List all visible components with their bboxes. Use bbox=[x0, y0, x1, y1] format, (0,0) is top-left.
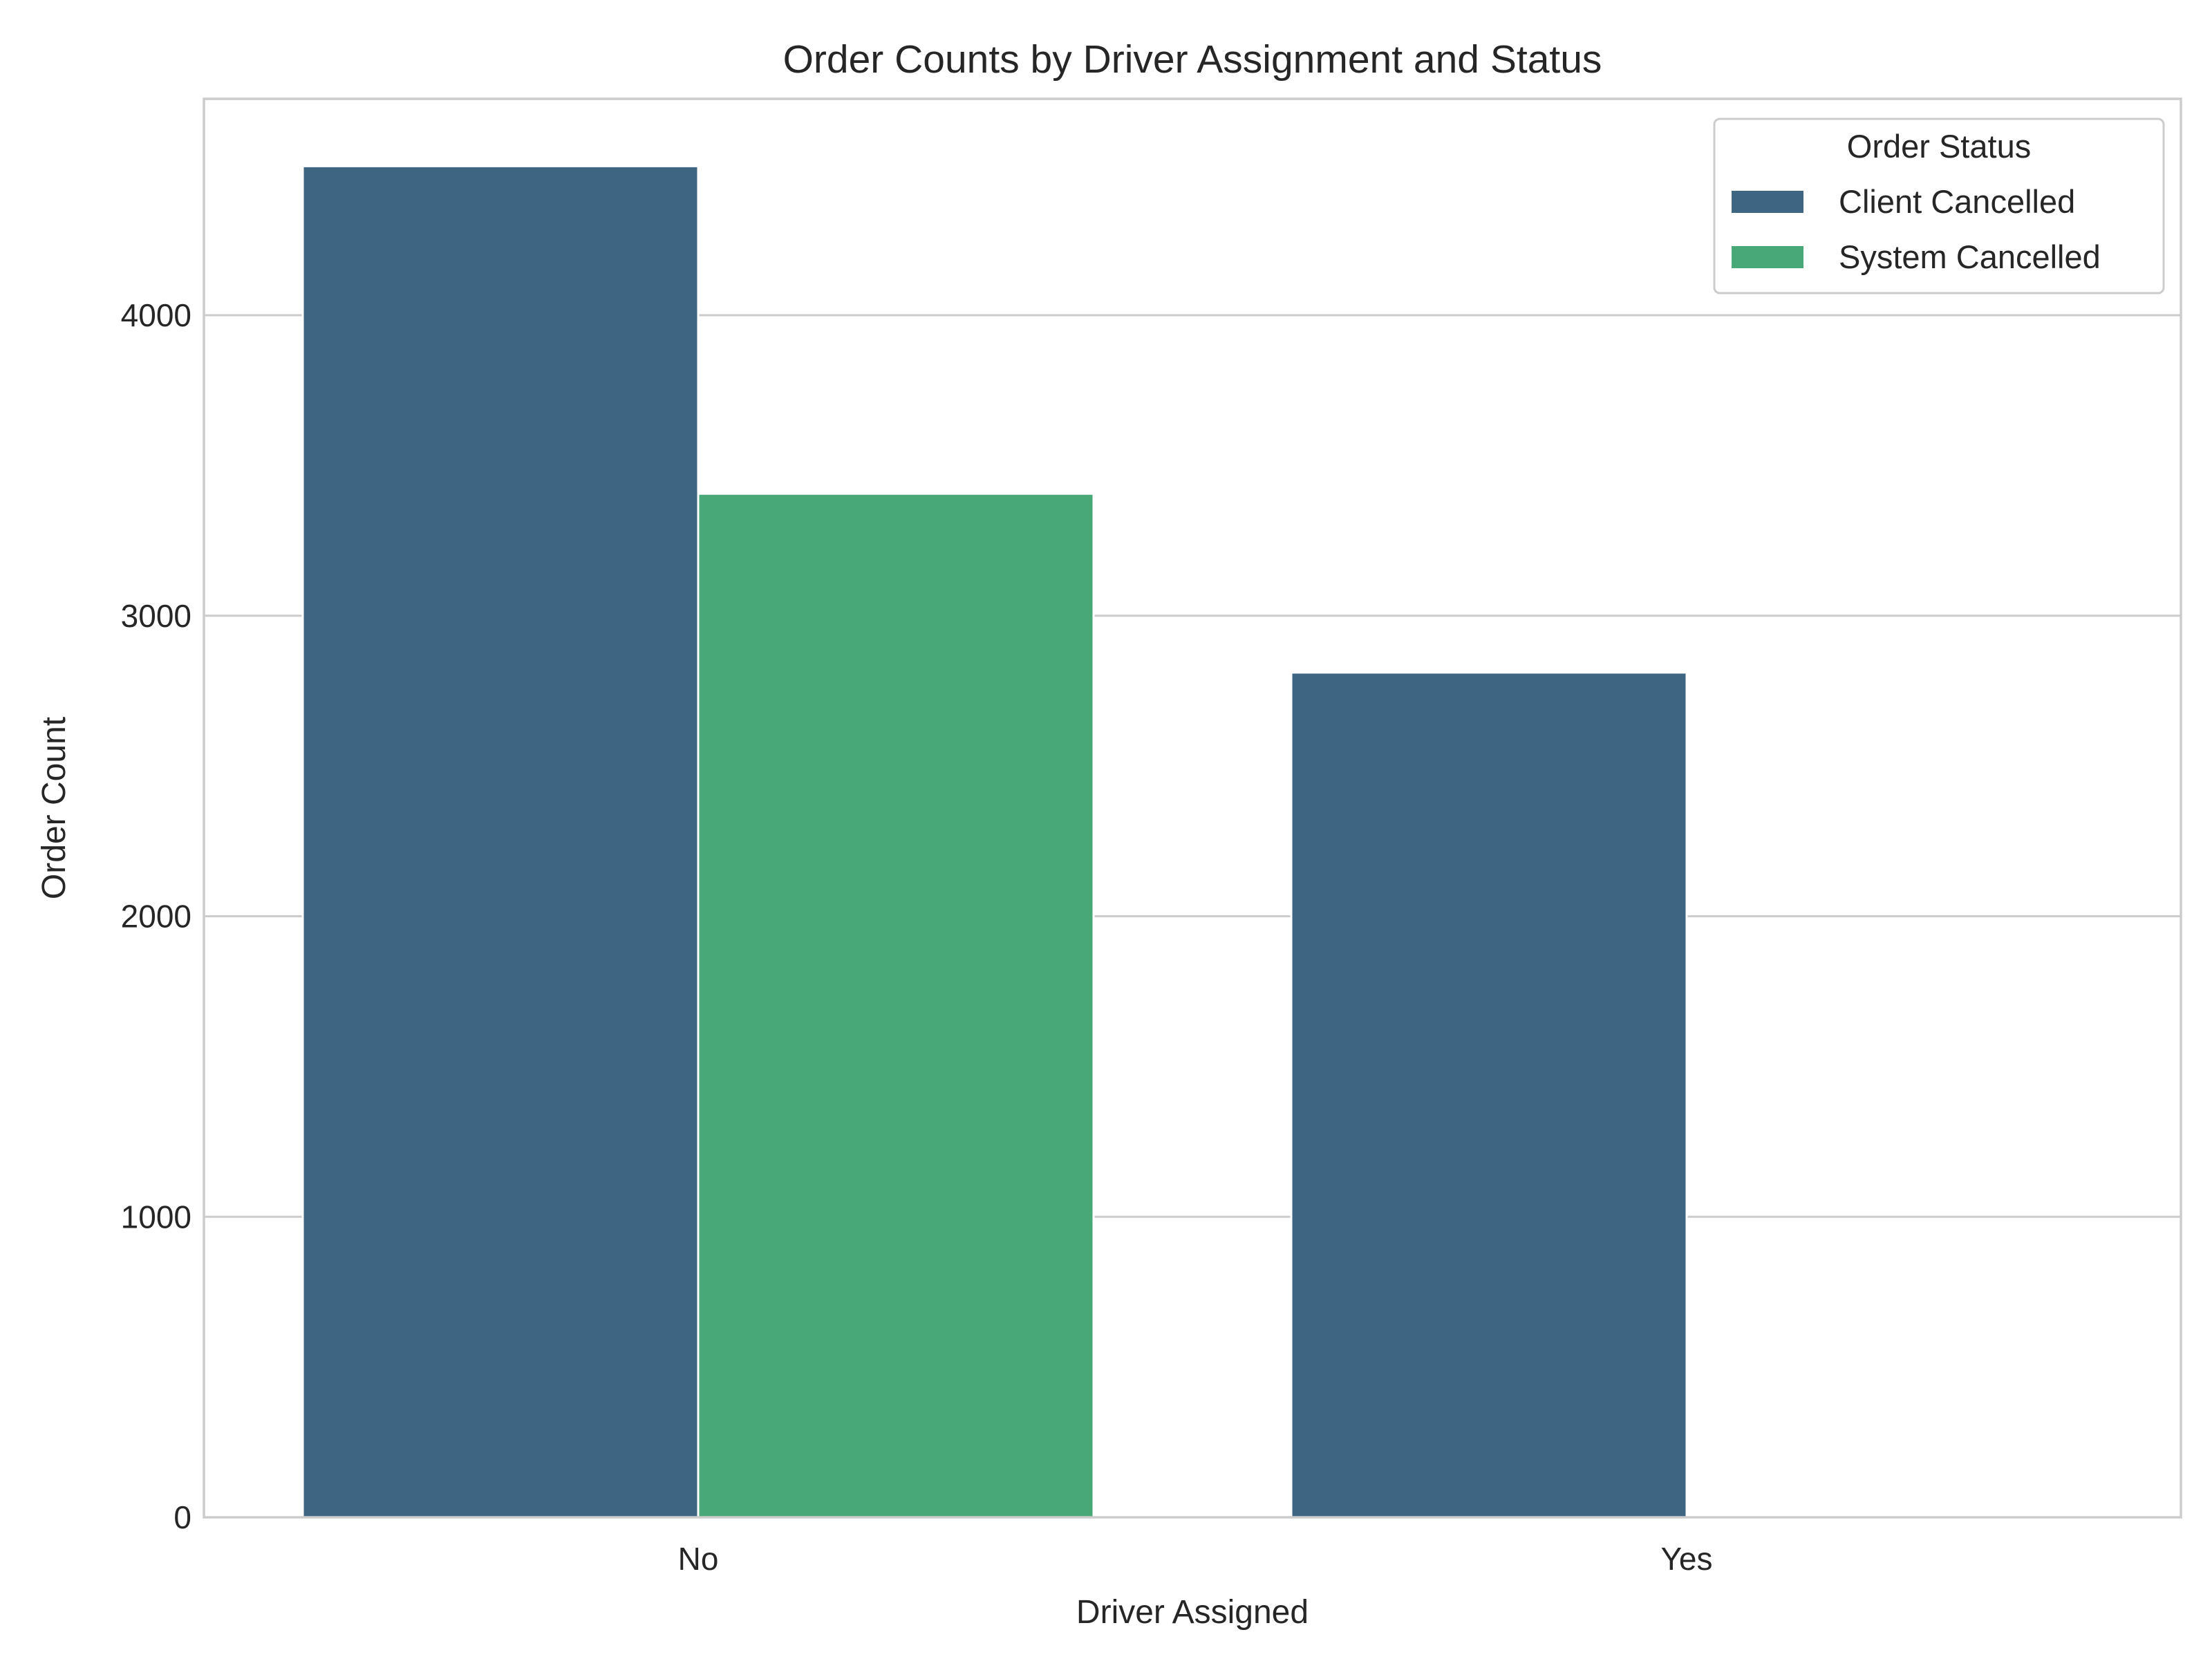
y-tick-label: 1000 bbox=[121, 1199, 191, 1235]
legend-swatch bbox=[1732, 191, 1803, 213]
bar-client-cancelled-yes bbox=[1290, 671, 1688, 1519]
x-axis-label: Driver Assigned bbox=[1076, 1594, 1309, 1631]
y-tick-label: 2000 bbox=[121, 899, 191, 935]
legend-label: Client Cancelled bbox=[1839, 183, 2075, 220]
legend-title: Order Status bbox=[1847, 128, 2031, 165]
legend-box bbox=[1713, 118, 2165, 294]
x-tick-label: No bbox=[678, 1541, 719, 1577]
bars bbox=[301, 165, 2083, 1519]
y-tick-labels: 0 1000 2000 3000 4000 bbox=[121, 297, 191, 1535]
legend: Order Status Client Cancelled System Canc… bbox=[1713, 118, 2165, 294]
legend-label: System Cancelled bbox=[1839, 238, 2101, 275]
bar-system-cancelled-no bbox=[697, 492, 1095, 1519]
bar-client-cancelled-no bbox=[301, 165, 700, 1519]
plot-frame bbox=[203, 97, 2182, 1519]
y-axis-label: Order Count bbox=[36, 717, 73, 899]
chart-title: Order Counts by Driver Assignment and St… bbox=[783, 37, 1602, 82]
y-tick-label: 4000 bbox=[121, 297, 191, 333]
y-tick-label: 3000 bbox=[121, 598, 191, 634]
y-tick-label: 0 bbox=[174, 1499, 191, 1535]
x-tick-label: Yes bbox=[1660, 1541, 1712, 1577]
x-tick-labels: No Yes bbox=[678, 1541, 1713, 1577]
legend-swatch bbox=[1732, 246, 1803, 268]
